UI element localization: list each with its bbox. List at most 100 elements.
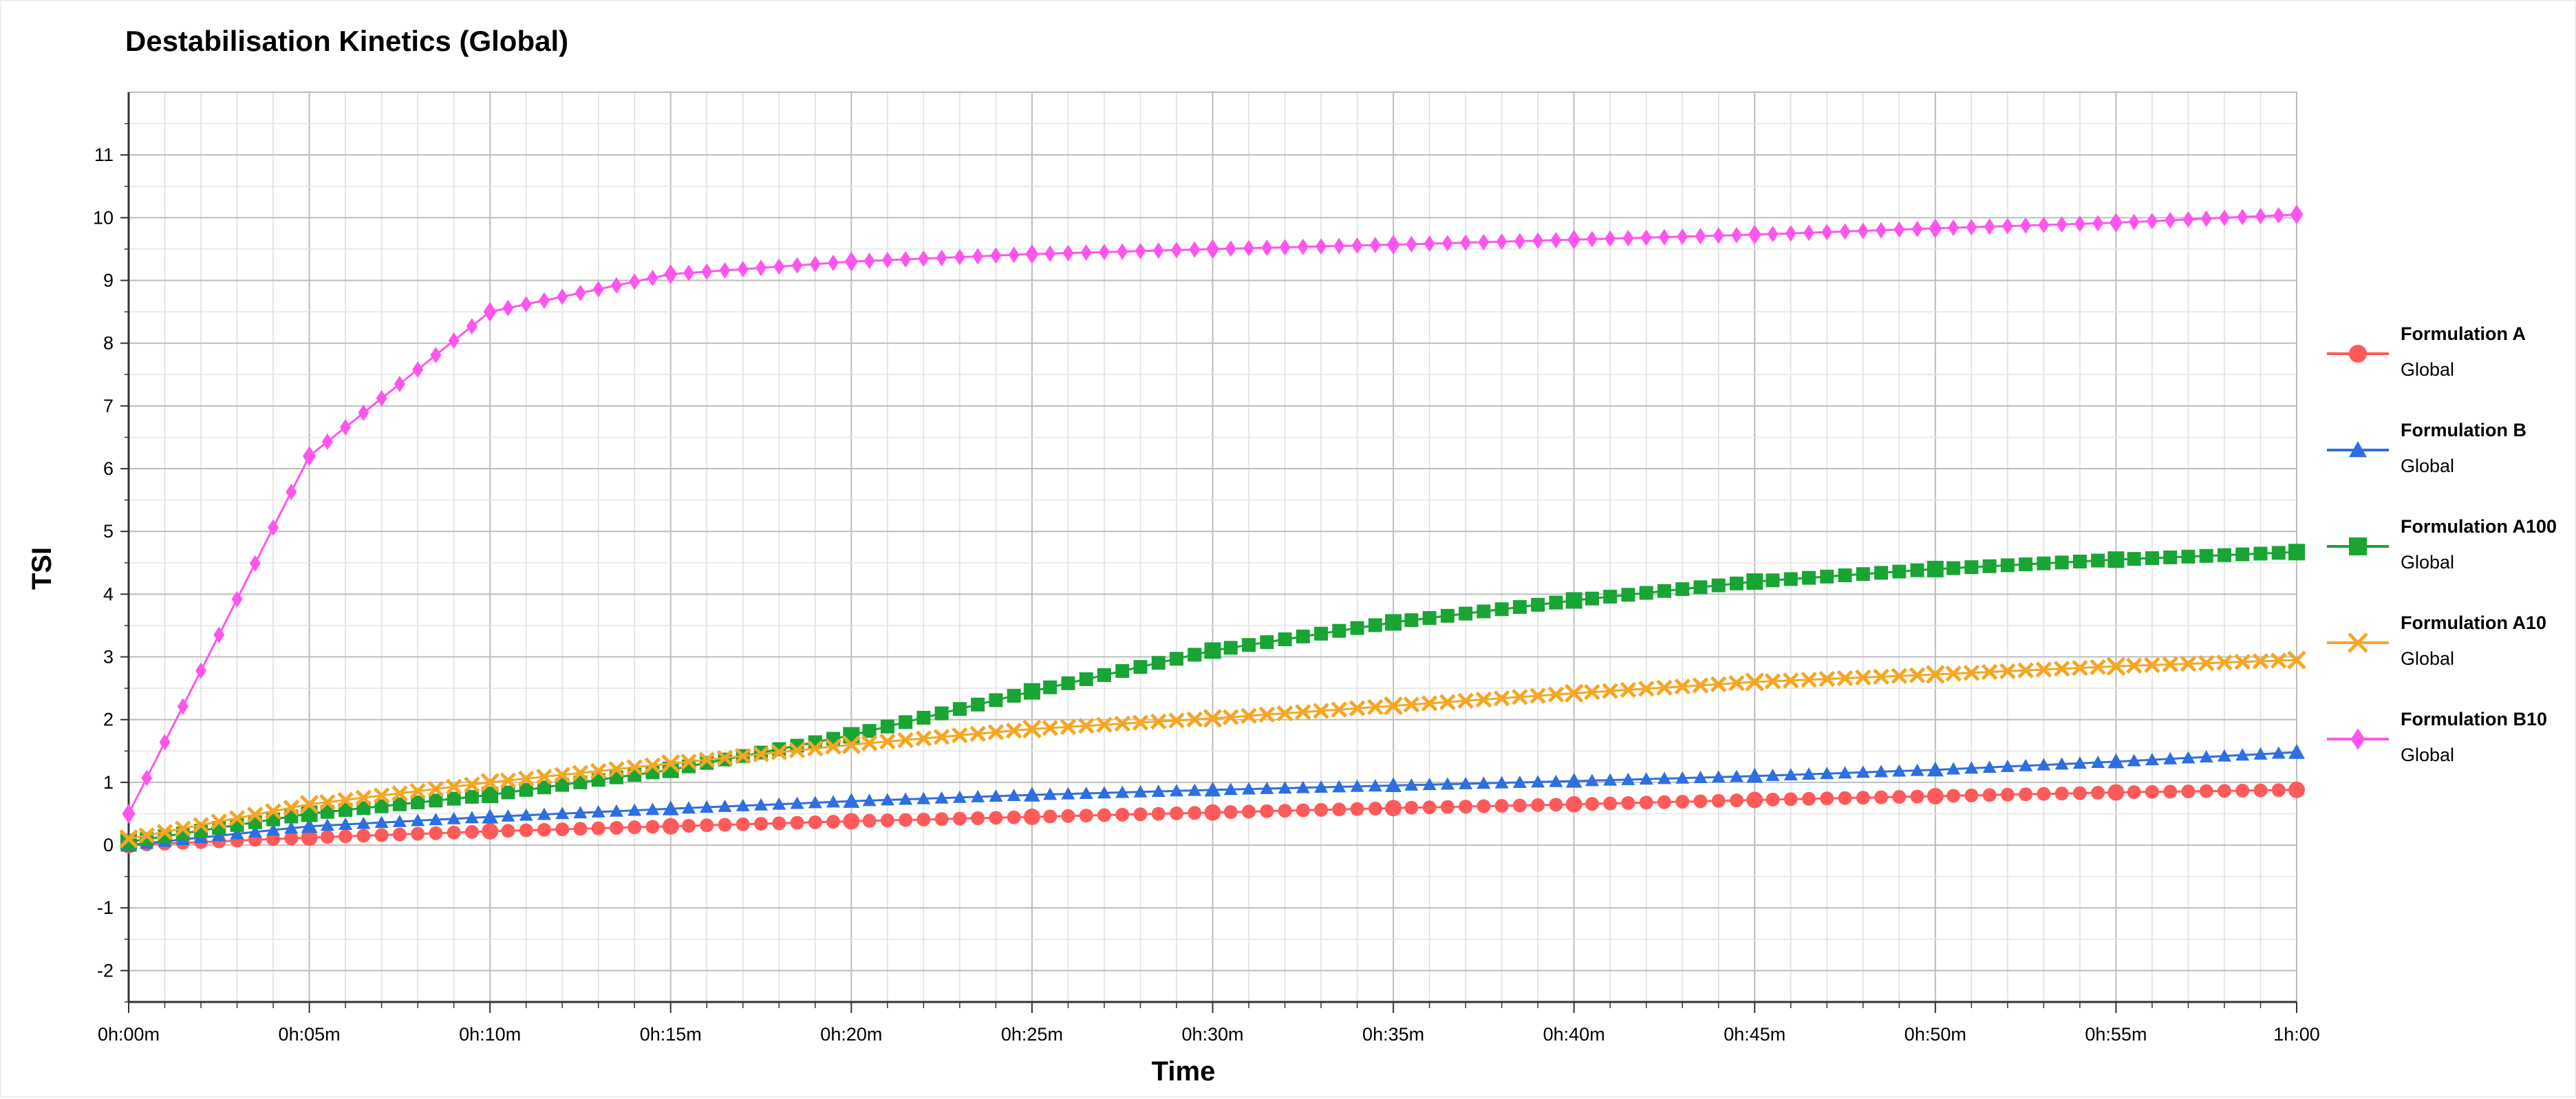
series-marker-formulation-a10 — [2216, 654, 2233, 671]
series-marker-formulation-a10 — [933, 729, 950, 745]
series-marker-formulation-b — [356, 816, 371, 829]
data-point-formulation-b — [662, 800, 679, 815]
series-marker-formulation-a10 — [319, 793, 336, 811]
series-marker-formulation-a100 — [2163, 550, 2178, 564]
series-marker-formulation-a100 — [1675, 582, 1690, 597]
series-marker-formulation-b — [1494, 776, 1509, 789]
series-marker-formulation-a100 — [2054, 555, 2069, 570]
series-marker-formulation-a — [2181, 785, 2196, 799]
series-marker-formulation-b10 — [177, 698, 189, 715]
series-marker-formulation-b10 — [918, 250, 930, 267]
series-marker-formulation-a100 — [356, 801, 371, 815]
series-marker-formulation-b10 — [1441, 235, 1453, 252]
series-marker-formulation-a100 — [1007, 689, 1021, 703]
x-tick-label: 0h:50m — [1904, 1024, 1966, 1045]
series-marker-formulation-a — [1856, 791, 1870, 805]
series-marker-formulation-a100 — [1043, 680, 1058, 694]
series-marker-formulation-a10 — [2125, 657, 2143, 674]
legend-label: Formulation B — [2401, 420, 2526, 440]
series-marker-formulation-b — [1459, 776, 1473, 789]
series-marker-formulation-b10 — [972, 248, 984, 265]
series-marker-formulation-b — [1169, 784, 1183, 797]
series-marker-formulation-a100 — [2127, 552, 2141, 566]
data-point-formulation-a10 — [1384, 696, 1403, 716]
series-marker-formulation-a — [1675, 794, 1690, 809]
series-marker-formulation-a100 — [2019, 557, 2033, 572]
series-marker-formulation-a — [2253, 783, 2268, 798]
data-point-formulation-a10 — [1745, 672, 1765, 692]
x-tick-label: 0h:05m — [279, 1024, 341, 1045]
series-marker-formulation-b — [1693, 770, 1708, 783]
series-marker-formulation-b10 — [1080, 244, 1092, 262]
series-marker-formulation-a10 — [1475, 691, 1492, 708]
series-marker-formulation-a — [609, 820, 623, 835]
series-marker-formulation-a10 — [1457, 692, 1474, 709]
series-marker-formulation-a — [2072, 786, 2087, 800]
series-marker-formulation-b10 — [1098, 244, 1110, 261]
series-marker-formulation-b10 — [1640, 229, 1652, 246]
series-marker-formulation-b10 — [2056, 216, 2068, 233]
data-point-formulation-b10 — [664, 264, 678, 284]
series-marker-formulation-b — [645, 802, 660, 815]
series-marker-formulation-a10 — [1873, 668, 1889, 685]
series-marker-formulation-b10 — [1876, 222, 1887, 239]
series-marker-formulation-b10 — [1170, 242, 1182, 259]
series-marker-formulation-a10 — [2270, 652, 2287, 669]
series-marker-formulation-b10 — [1821, 224, 1833, 241]
data-point-formulation-a10 — [119, 829, 138, 849]
data-point-formulation-b — [1204, 781, 1221, 797]
series-marker-formulation-a100 — [952, 702, 967, 716]
data-point-formulation-a — [1385, 800, 1402, 817]
series-marker-formulation-a10 — [969, 725, 986, 743]
series-marker-formulation-b10 — [2165, 212, 2176, 229]
series-marker-formulation-a100 — [2145, 551, 2159, 566]
series-marker-formulation-a100 — [1169, 652, 1183, 666]
series-marker-formulation-a — [1079, 809, 1093, 823]
series-marker-formulation-b — [1043, 787, 1058, 800]
series-marker-formulation-b — [1133, 785, 1148, 798]
series-marker-formulation-b — [501, 809, 515, 822]
series-marker-formulation-b10 — [1658, 228, 1670, 246]
series-marker-formulation-b10 — [1911, 220, 1923, 237]
series-marker-formulation-b — [1368, 779, 1382, 792]
series-marker-formulation-b10 — [1135, 242, 1146, 259]
y-tick-label: -1 — [97, 897, 114, 918]
series-marker-formulation-a10 — [1349, 700, 1366, 717]
series-marker-formulation-a — [1765, 792, 1780, 807]
data-point-formulation-b — [1565, 773, 1582, 788]
series-marker-formulation-b10 — [394, 375, 405, 392]
series-marker-formulation-a100 — [1603, 590, 1618, 604]
series-marker-formulation-b10 — [2074, 215, 2085, 233]
series-marker-formulation-b — [447, 811, 461, 824]
series-marker-formulation-b — [2199, 749, 2213, 762]
series-marker-formulation-b10 — [1604, 230, 1616, 247]
series-marker-formulation-b10 — [1496, 233, 1507, 250]
data-point-formulation-b10 — [2109, 213, 2123, 233]
series-marker-formulation-b — [790, 796, 804, 809]
series-marker-formulation-a10 — [879, 733, 896, 750]
series-marker-formulation-a — [1639, 796, 1653, 810]
series-marker-formulation-b — [971, 789, 985, 802]
series-marker-formulation-a100 — [1494, 602, 1509, 617]
x-tick-label: 0h:15m — [640, 1024, 702, 1045]
series-marker-formulation-b10 — [2218, 209, 2230, 226]
series-marker-formulation-b — [1422, 778, 1437, 791]
series-marker-formulation-a10 — [788, 742, 806, 759]
series-marker-formulation-a — [464, 824, 479, 839]
data-point-formulation-a100 — [1926, 560, 1944, 577]
data-point-formulation-b — [301, 818, 318, 833]
series-marker-formulation-a10 — [247, 807, 264, 823]
data-point-formulation-b10 — [1386, 235, 1400, 255]
series-marker-formulation-a — [2091, 786, 2105, 800]
x-tick-label: 1h:00 — [2273, 1024, 2320, 1045]
legend-sublabel: Global — [2401, 456, 2454, 476]
series-marker-formulation-a10 — [2090, 659, 2106, 676]
series-marker-formulation-b10 — [1008, 246, 1020, 264]
series-marker-formulation-b — [2054, 757, 2069, 770]
series-marker-formulation-a — [916, 812, 931, 826]
series-marker-formulation-a100 — [989, 693, 1003, 707]
series-marker-formulation-a100 — [2235, 547, 2250, 562]
series-marker-formulation-a100 — [1242, 638, 1256, 652]
series-marker-formulation-b10 — [231, 590, 243, 608]
series-marker-formulation-b — [1188, 783, 1202, 796]
